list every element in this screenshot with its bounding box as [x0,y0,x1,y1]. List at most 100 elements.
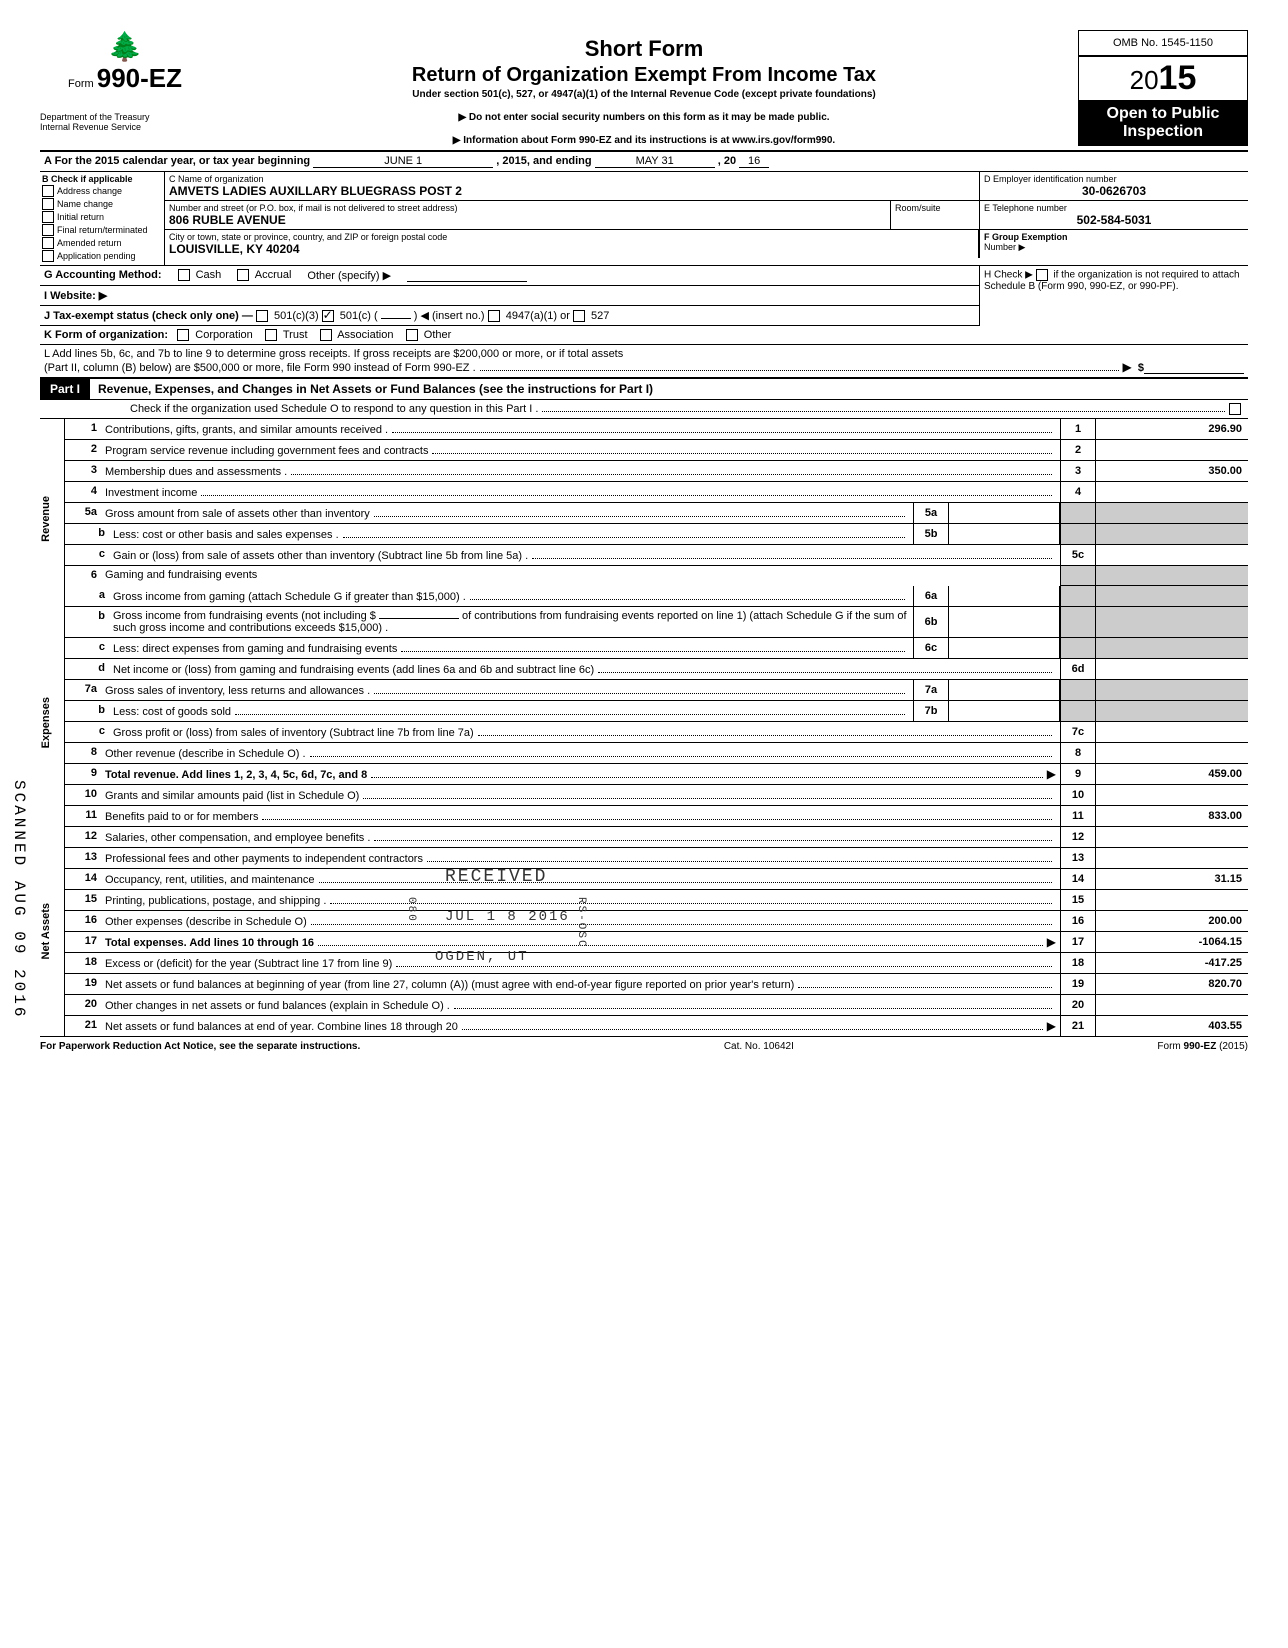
line-h: H Check ▶ if the organization is not req… [980,266,1248,326]
line-15: 15 Printing, publications, postage, and … [65,890,1248,911]
line-19: 19 Net assets or fund balances at beginn… [65,974,1248,995]
irs-tree-icon: 🌲 [40,30,210,63]
section-f: F Group Exemption Number ▶ [979,230,1248,258]
chk-amended[interactable] [42,237,54,249]
chk-4947[interactable] [488,310,500,322]
section-d: D Employer identification number 30-0626… [980,172,1248,200]
line-3: 3 Membership dues and assessments . 3 35… [65,461,1248,482]
val-4 [1096,482,1248,502]
form-table: Revenue Expenses Net Assets RECEIVED JUL… [40,419,1248,1037]
line-21: 21 Net assets or fund balances at end of… [65,1016,1248,1036]
side-expenses: Expenses [40,677,64,768]
line-18: 18 Excess or (deficit) for the year (Sub… [65,953,1248,974]
chk-assoc[interactable] [320,329,332,341]
title-short-form: Short Form [218,36,1070,62]
room-suite: Room/suite [891,201,980,229]
org-name: AMVETS LADIES AUXILLARY BLUEGRASS POST 2 [169,184,975,198]
subtitle: Under section 501(c), 527, or 4947(a)(1)… [218,89,1070,100]
val-3: 350.00 [1096,461,1248,481]
chk-other-org[interactable] [406,329,418,341]
section-c-street: Number and street (or P.O. box, if mail … [165,201,891,229]
val-9: 459.00 [1096,764,1248,784]
street-address: 806 RUBLE AVENUE [169,213,886,227]
chk-501c[interactable] [322,310,334,322]
chk-accrual[interactable] [237,269,249,281]
line-j: J Tax-exempt status (check only one) — 5… [40,306,979,326]
val-16: 200.00 [1096,911,1248,931]
line-17: 17 Total expenses. Add lines 10 through … [65,932,1248,953]
side-net-assets: Net Assets [40,883,64,979]
line-8: 8 Other revenue (describe in Schedule O)… [65,743,1248,764]
line-1: 1 Contributions, gifts, grants, and simi… [65,419,1248,440]
chk-schedule-b[interactable] [1036,269,1048,281]
chk-app-pending[interactable] [42,250,54,262]
val-21: 403.55 [1096,1016,1248,1036]
tax-year: 2015 [1078,57,1248,100]
line-12: 12 Salaries, other compensation, and emp… [65,827,1248,848]
form-label: Form [68,78,94,90]
line-7a: 7a Gross sales of inventory, less return… [65,680,1248,701]
line-5b: b Less: cost or other basis and sales ex… [65,524,1248,545]
line-9: 9 Total revenue. Add lines 1, 2, 3, 4, 5… [65,764,1248,785]
val-11: 833.00 [1096,806,1248,826]
val-17: -1064.15 [1096,932,1248,952]
info-grid: B Check if applicable Address change Nam… [40,172,1248,266]
chk-address-change[interactable] [42,185,54,197]
val-18: -417.25 [1096,953,1248,973]
line-l: L Add lines 5b, 6c, and 7b to line 9 to … [40,345,1248,378]
section-c-city: City or town, state or province, country… [165,230,979,258]
chk-527[interactable] [573,310,585,322]
line-k: K Form of organization: Corporation Trus… [40,326,1248,345]
line-6: 6 Gaming and fundraising events [65,566,1248,586]
city-state-zip: LOUISVILLE, KY 40204 [169,242,974,256]
part-i-label: Part I [40,379,90,399]
chk-trust[interactable] [265,329,277,341]
instr-ssn: ▶ Do not enter social security numbers o… [218,112,1070,123]
line-13: 13 Professional fees and other payments … [65,848,1248,869]
line-i: I Website: ▶ [40,286,979,306]
footer-cat: Cat. No. 10642I [724,1041,794,1052]
chk-initial-return[interactable] [42,211,54,223]
form-number: 990-EZ [97,63,182,93]
line-6a: a Gross income from gaming (attach Sched… [65,586,1248,607]
title-return: Return of Organization Exempt From Incom… [218,64,1070,87]
val-1: 296.90 [1096,419,1248,439]
line-7b: b Less: cost of goods sold 7b [65,701,1248,722]
line-5c: c Gain or (loss) from sale of assets oth… [65,545,1248,566]
phone: 502-584-5031 [984,213,1244,227]
omb-number: OMB No. 1545-1150 [1078,30,1248,57]
chk-name-change[interactable] [42,198,54,210]
line-7c: c Gross profit or (loss) from sales of i… [65,722,1248,743]
line-10: 10 Grants and similar amounts paid (list… [65,785,1248,806]
section-c-name: C Name of organization AMVETS LADIES AUX… [165,172,980,200]
page-footer: For Paperwork Reduction Act Notice, see … [40,1037,1248,1056]
line-4: 4 Investment income 4 [65,482,1248,503]
chk-cash[interactable] [178,269,190,281]
line-20: 20 Other changes in net assets or fund b… [65,995,1248,1016]
instr-info: ▶ Information about Form 990-EZ and its … [218,135,1070,146]
line-11: 11 Benefits paid to or for members 11 83… [65,806,1248,827]
val-2 [1096,440,1248,460]
ein: 30-0626703 [984,184,1244,198]
line-2: 2 Program service revenue including gove… [65,440,1248,461]
part-i-header: Part I Revenue, Expenses, and Changes in… [40,378,1248,400]
part-i-check-line: Check if the organization used Schedule … [40,400,1248,419]
line-a: A For the 2015 calendar year, or tax yea… [40,152,1248,172]
line-14: 14 Occupancy, rent, utilities, and maint… [65,869,1248,890]
val-14: 31.15 [1096,869,1248,889]
line-6b: b Gross income from fundraising events (… [65,607,1248,638]
chk-corp[interactable] [177,329,189,341]
line-g: G Accounting Method: Cash Accrual Other … [40,266,979,286]
part-i-title: Revenue, Expenses, and Changes in Net As… [90,382,653,396]
form-header: 🌲 Form 990-EZ Department of the Treasury… [40,30,1248,152]
side-revenue: Revenue [40,476,64,562]
year-begin: JUNE 1 [313,155,493,168]
section-e: E Telephone number 502-584-5031 [980,201,1248,229]
chk-final-return[interactable] [42,224,54,236]
year-end: MAY 31 [595,155,715,168]
scanned-stamp: SCANNED AUG 09 2016 [10,780,28,1019]
line-16: 16 Other expenses (describe in Schedule … [65,911,1248,932]
chk-schedule-o[interactable] [1229,403,1241,415]
chk-501c3[interactable] [256,310,268,322]
section-b: B Check if applicable Address change Nam… [40,172,165,265]
